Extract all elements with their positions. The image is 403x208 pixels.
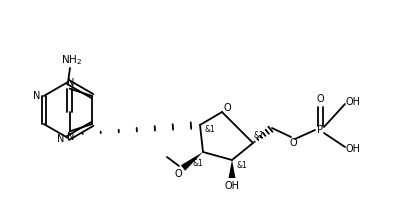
Text: O: O xyxy=(316,94,324,104)
Text: O: O xyxy=(289,138,297,148)
Text: OH: OH xyxy=(345,144,361,154)
Text: NH$_2$: NH$_2$ xyxy=(61,53,83,67)
Text: &1: &1 xyxy=(237,161,247,170)
Text: &1: &1 xyxy=(193,160,204,168)
Text: N: N xyxy=(33,91,40,101)
Text: N: N xyxy=(57,134,65,144)
Text: OH: OH xyxy=(224,181,239,191)
Text: N: N xyxy=(67,132,74,142)
Text: P: P xyxy=(317,125,323,135)
Text: N: N xyxy=(67,78,74,88)
Text: O: O xyxy=(174,169,182,179)
Text: OH: OH xyxy=(345,97,361,107)
Polygon shape xyxy=(229,160,235,178)
Text: &1: &1 xyxy=(253,130,264,140)
Text: O: O xyxy=(223,103,231,113)
Polygon shape xyxy=(181,152,203,171)
Text: &1: &1 xyxy=(205,125,215,135)
